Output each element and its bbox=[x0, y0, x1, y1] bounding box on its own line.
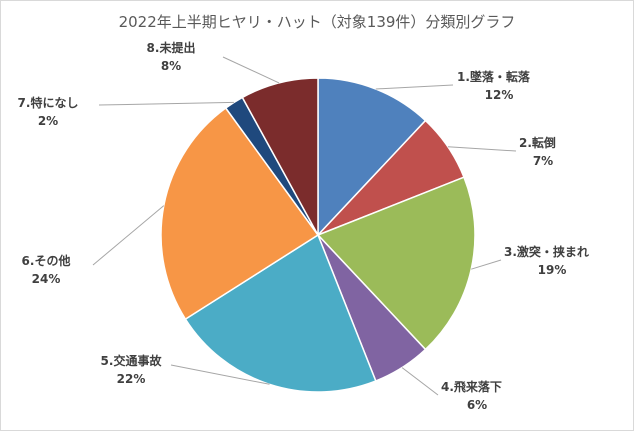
slice-label: 8.未提出 bbox=[147, 40, 196, 55]
chart-title: 2022年上半期ヒヤリ・ハット（対象139件）分類別グラフ bbox=[118, 13, 516, 31]
leader-line bbox=[447, 146, 517, 152]
leader-line bbox=[92, 205, 165, 266]
leader-line bbox=[170, 364, 270, 385]
slice-percent: 24% bbox=[32, 272, 61, 286]
leader-line bbox=[375, 84, 454, 90]
slice-label: 4.飛来落下 bbox=[441, 379, 502, 394]
slice-label: 6.その他 bbox=[22, 253, 71, 268]
slice-label: 3.激突・挟まれ bbox=[504, 244, 589, 259]
slice-label: 1.墜落・転落 bbox=[457, 69, 531, 84]
slice-percent: 8% bbox=[161, 59, 181, 73]
slice-label: 7.特になし bbox=[18, 95, 79, 110]
slice-percent: 12% bbox=[485, 88, 514, 102]
leader-line bbox=[222, 56, 280, 84]
slice-percent: 6% bbox=[467, 398, 487, 412]
slice-percent: 7% bbox=[533, 154, 553, 168]
leader-line bbox=[471, 259, 502, 270]
slice-label: 2.転倒 bbox=[519, 135, 556, 150]
slice-label: 5.交通事故 bbox=[101, 353, 163, 368]
slice-percent: 2% bbox=[38, 114, 58, 128]
leader-line bbox=[98, 101, 234, 106]
leader-line bbox=[401, 367, 439, 396]
pie-slice bbox=[317, 77, 427, 237]
slice-percent: 22% bbox=[117, 372, 146, 386]
pie-slice bbox=[160, 106, 320, 321]
slice-percent: 19% bbox=[538, 263, 567, 277]
